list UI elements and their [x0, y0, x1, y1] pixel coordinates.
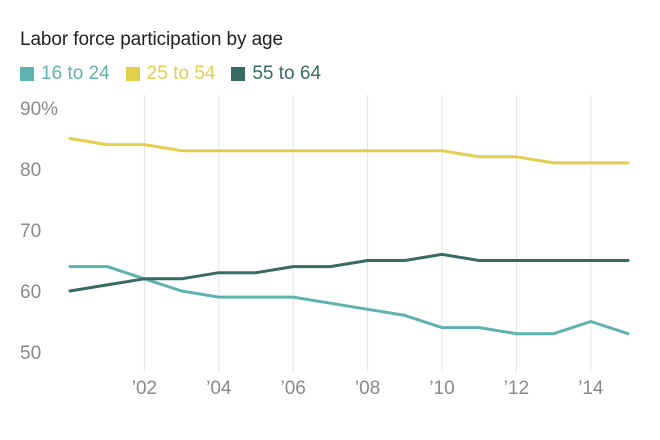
y-tick-label: 60 [20, 282, 41, 303]
legend-swatch [231, 67, 246, 81]
x-tick-label: ’06 [281, 378, 306, 399]
legend-label: 16 to 24 [41, 63, 110, 84]
x-tick-label: ’08 [355, 378, 380, 399]
y-tick-label: 70 [20, 221, 41, 242]
x-tick-label: ’14 [578, 378, 604, 399]
series-line-55-to-64 [68, 252, 630, 293]
legend-label: 25 to 54 [146, 63, 216, 84]
chart-title: Labor force participation by age [20, 29, 283, 50]
legend-item: 55 to 64 [231, 63, 321, 85]
legend-item: 16 to 24 [20, 63, 110, 85]
series-line-25-to-54 [68, 137, 630, 165]
chart-legend: 16 to 24 25 to 54 55 to 64 [20, 63, 337, 85]
legend-item: 25 to 54 [125, 63, 216, 85]
x-tick-label: ’12 [504, 378, 529, 399]
legend-swatch [125, 67, 140, 81]
x-tick-label: ’10 [429, 378, 454, 399]
series-line-16-to-24 [68, 265, 630, 336]
y-tick-label: 80 [20, 160, 41, 181]
legend-swatch [20, 67, 34, 81]
x-tick-label: ’02 [132, 378, 157, 399]
legend-label: 55 to 64 [252, 63, 322, 84]
x-tick-label: ’04 [206, 378, 232, 399]
y-tick-label: 50 [20, 343, 41, 364]
y-tick-label: 90% [20, 99, 58, 120]
